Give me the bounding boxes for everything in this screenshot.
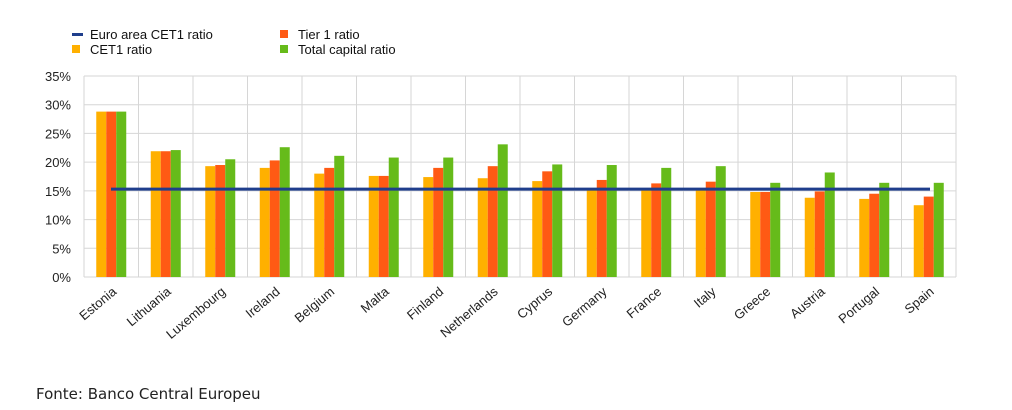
legend-swatch-euro-area xyxy=(72,33,83,36)
x-tick-label: Portugal xyxy=(835,284,882,327)
legend-label-tier1: Tier 1 ratio xyxy=(298,27,360,42)
legend-label-cet1: CET1 ratio xyxy=(90,42,152,57)
legend-swatch-tier1 xyxy=(280,30,288,38)
bar-cet1-ratio-malta xyxy=(368,175,379,277)
bar-cet1-ratio-portugal xyxy=(859,198,870,277)
bar-total-capital-ratio-ireland xyxy=(279,147,290,277)
bar-total-capital-ratio-austria xyxy=(824,172,835,277)
x-tick-label: France xyxy=(624,284,665,322)
bars xyxy=(96,111,944,277)
x-tick-label: Lithuania xyxy=(124,283,175,329)
bar-cet1-ratio-finland xyxy=(423,177,434,277)
bar-tier-1-ratio-spain xyxy=(923,196,934,277)
bar-total-capital-ratio-france xyxy=(661,167,672,277)
bar-total-capital-ratio-luxembourg xyxy=(225,159,236,277)
bar-total-capital-ratio-cyprus xyxy=(552,164,563,277)
legend-label-total-capital: Total capital ratio xyxy=(298,42,396,57)
y-tick-label: 20% xyxy=(45,155,71,170)
y-tick-label: 15% xyxy=(45,184,71,199)
bar-total-capital-ratio-estonia xyxy=(116,111,127,277)
bar-cet1-ratio-greece xyxy=(750,192,761,277)
capital-ratios-chart: Euro area CET1 ratio CET1 ratio Tier 1 r… xyxy=(45,27,957,342)
bar-total-capital-ratio-spain xyxy=(933,182,944,277)
bar-tier-1-ratio-germany xyxy=(596,179,607,277)
bar-tier-1-ratio-estonia xyxy=(106,111,117,277)
bar-cet1-ratio-netherlands xyxy=(477,178,488,277)
source-note: Fonte: Banco Central Europeu xyxy=(36,385,261,403)
x-tick-label: Finland xyxy=(404,284,446,323)
bar-total-capital-ratio-portugal xyxy=(879,182,890,277)
x-tick-label: Ireland xyxy=(243,284,283,321)
bar-cet1-ratio-ireland xyxy=(259,167,270,277)
bar-tier-1-ratio-italy xyxy=(705,181,716,277)
y-tick-label: 10% xyxy=(45,213,71,228)
y-tick-label: 30% xyxy=(45,98,71,113)
bar-tier-1-ratio-portugal xyxy=(869,193,880,277)
x-tick-label: Greece xyxy=(731,284,773,323)
bar-tier-1-ratio-netherlands xyxy=(487,166,498,277)
bar-cet1-ratio-cyprus xyxy=(532,181,543,277)
x-tick-label: Netherlands xyxy=(437,283,501,340)
bar-total-capital-ratio-netherlands xyxy=(497,144,508,277)
bar-cet1-ratio-france xyxy=(641,190,652,277)
bar-cet1-ratio-estonia xyxy=(96,111,107,277)
bar-tier-1-ratio-greece xyxy=(760,192,771,277)
legend-swatch-cet1 xyxy=(72,45,80,53)
y-tick-label: 0% xyxy=(52,270,71,285)
x-tick-label: Cyprus xyxy=(514,283,556,321)
legend-swatch-total-capital xyxy=(280,45,288,53)
gridlines xyxy=(83,75,957,278)
legend-label-euro-area: Euro area CET1 ratio xyxy=(90,27,213,42)
bar-tier-1-ratio-lithuania xyxy=(160,151,171,277)
bar-cet1-ratio-luxembourg xyxy=(205,166,216,277)
bar-total-capital-ratio-germany xyxy=(606,165,617,277)
y-tick-label: 25% xyxy=(45,126,71,141)
bar-cet1-ratio-lithuania xyxy=(150,151,161,277)
bar-tier-1-ratio-cyprus xyxy=(542,171,553,277)
bar-tier-1-ratio-france xyxy=(651,183,662,277)
bar-tier-1-ratio-austria xyxy=(814,191,825,277)
x-tick-label: Spain xyxy=(902,284,937,317)
bar-tier-1-ratio-belgium xyxy=(324,167,335,277)
bar-total-capital-ratio-belgium xyxy=(334,155,345,277)
x-tick-label: Malta xyxy=(358,283,393,315)
bar-total-capital-ratio-finland xyxy=(443,157,454,277)
x-tick-label: Italy xyxy=(691,283,719,310)
bar-total-capital-ratio-italy xyxy=(715,166,726,277)
bar-cet1-ratio-germany xyxy=(586,190,597,277)
y-tick-label: 35% xyxy=(45,69,71,84)
bar-tier-1-ratio-ireland xyxy=(269,160,280,277)
x-tick-label: Germany xyxy=(559,283,610,329)
x-tick-label: Estonia xyxy=(76,283,119,323)
bar-tier-1-ratio-malta xyxy=(378,175,389,277)
bar-cet1-ratio-spain xyxy=(913,205,924,277)
x-tick-label: Belgium xyxy=(292,284,338,326)
bar-cet1-ratio-austria xyxy=(804,197,815,277)
bar-cet1-ratio-italy xyxy=(695,190,706,277)
legend: Euro area CET1 ratio CET1 ratio Tier 1 r… xyxy=(72,27,396,57)
bar-total-capital-ratio-greece xyxy=(770,182,781,277)
bar-cet1-ratio-belgium xyxy=(314,173,325,277)
y-axis-ticks: 0% 5% 10% 15% 20% 25% 30% 35% xyxy=(45,69,71,285)
bar-tier-1-ratio-luxembourg xyxy=(215,165,226,277)
bar-total-capital-ratio-lithuania xyxy=(170,150,181,277)
x-tick-label: Luxembourg xyxy=(163,284,228,342)
bar-total-capital-ratio-malta xyxy=(388,157,399,277)
x-tick-label: Austria xyxy=(787,283,828,321)
bar-tier-1-ratio-finland xyxy=(433,167,444,277)
y-tick-label: 5% xyxy=(52,241,71,256)
